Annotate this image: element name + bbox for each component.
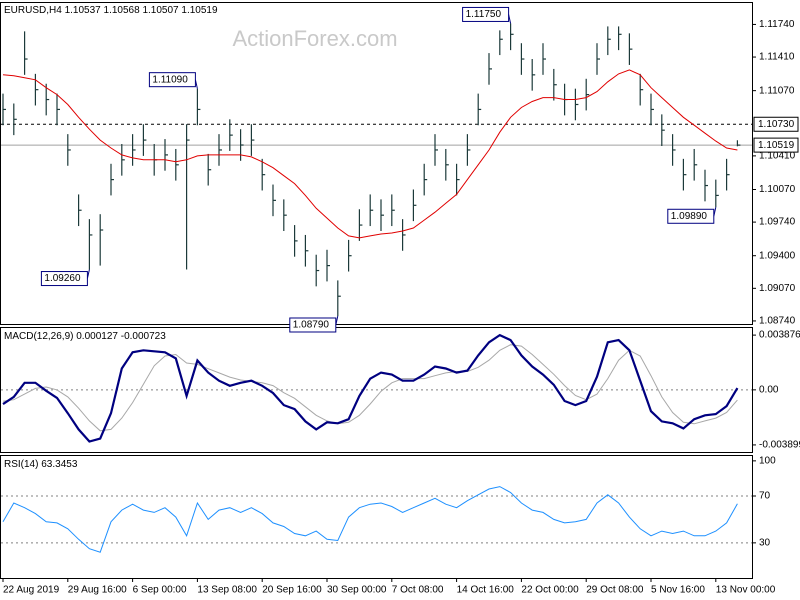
annotation-label: 1.08790: [293, 320, 330, 331]
annotation-label: 1.11750: [466, 9, 502, 20]
open-value: 1.10537: [65, 5, 102, 16]
macd-main-value: 0.000127: [76, 331, 118, 342]
symbol-title: EURUSD,H4: [4, 5, 62, 16]
rsi-header: RSI(14) 63.3453: [4, 459, 78, 470]
x-tick-label: 29 Aug 16:00: [68, 585, 127, 596]
annotation-leader: [335, 315, 339, 326]
rsi-value: 63.3453: [41, 459, 78, 470]
y-tick-label: 0.003876: [759, 330, 800, 341]
pane-frame: [0, 2, 753, 325]
annotation-leader: [86, 269, 90, 279]
x-tick-label: 13 Nov 00:00: [716, 585, 776, 596]
annotation-leader: [713, 207, 717, 217]
y-tick-label: 100: [759, 455, 776, 466]
y-tick-label: 1.11410: [759, 52, 795, 63]
y-tick-label: 1.08740: [759, 316, 796, 327]
high-value: 1.10568: [104, 5, 141, 16]
x-tick-label: 14 Oct 16:00: [457, 585, 515, 596]
last-price-box: [753, 137, 799, 153]
level-box: [753, 116, 799, 132]
moving-average: [2, 69, 738, 239]
macd-header: MACD(12,26,9) 0.000127 -0.000723: [4, 331, 166, 342]
x-tick-label: 22 Oct 00:00: [521, 585, 579, 596]
level-label: 1.10730: [758, 119, 795, 130]
macd-signal-line: [2, 344, 738, 432]
annotation-label: 1.11090: [152, 74, 188, 85]
x-tick-label: 5 Nov 16:00: [651, 585, 705, 596]
y-tick-label: 1.11740: [759, 19, 795, 30]
x-tick-label: 29 Oct 08:00: [586, 585, 644, 596]
annotation-label: 1.09890: [671, 211, 708, 222]
y-tick-label: 1.09740: [759, 217, 796, 228]
y-tick-label: 70: [759, 491, 771, 502]
macd-signal-value: -0.000723: [121, 331, 166, 342]
annotation-leader: [508, 14, 512, 24]
x-tick-label: 13 Sep 08:00: [197, 585, 257, 596]
y-tick-label: 30: [759, 537, 771, 548]
y-tick-label: 1.10070: [759, 184, 796, 195]
close-value: 1.10519: [181, 5, 218, 16]
x-tick-label: 6 Sep 00:00: [133, 585, 187, 596]
x-tick-label: 22 Aug 2019: [3, 585, 60, 596]
low-value: 1.10507: [142, 5, 179, 16]
y-tick-label: 1.11070: [759, 85, 795, 96]
y-tick-label: -0.003899: [759, 440, 800, 451]
annotation-leader: [194, 79, 198, 89]
last-price-label: 1.10519: [758, 140, 795, 151]
watermark: ActionForex.com: [232, 26, 397, 51]
y-tick-label: 1.10410: [759, 151, 796, 162]
x-tick-label: 30 Sep 00:00: [327, 585, 387, 596]
x-tick-label: 20 Sep 16:00: [262, 585, 322, 596]
annotation-label: 1.09260: [44, 273, 81, 284]
annotation-box: [462, 6, 510, 22]
price-header: EURUSD,H4 1.10537 1.10568 1.10507 1.1051…: [4, 5, 218, 16]
rsi-title: RSI(14): [4, 459, 38, 470]
pane-frame: [0, 455, 753, 579]
x-tick-label: 7 Oct 08:00: [392, 585, 444, 596]
y-tick-label: 1.09400: [759, 250, 796, 261]
y-tick-label: 0.00: [759, 384, 779, 395]
y-tick-label: 1.09070: [759, 283, 796, 294]
macd-title: MACD(12,26,9): [4, 331, 73, 342]
rsi-line: [2, 486, 738, 553]
macd-main-line: [2, 333, 739, 443]
